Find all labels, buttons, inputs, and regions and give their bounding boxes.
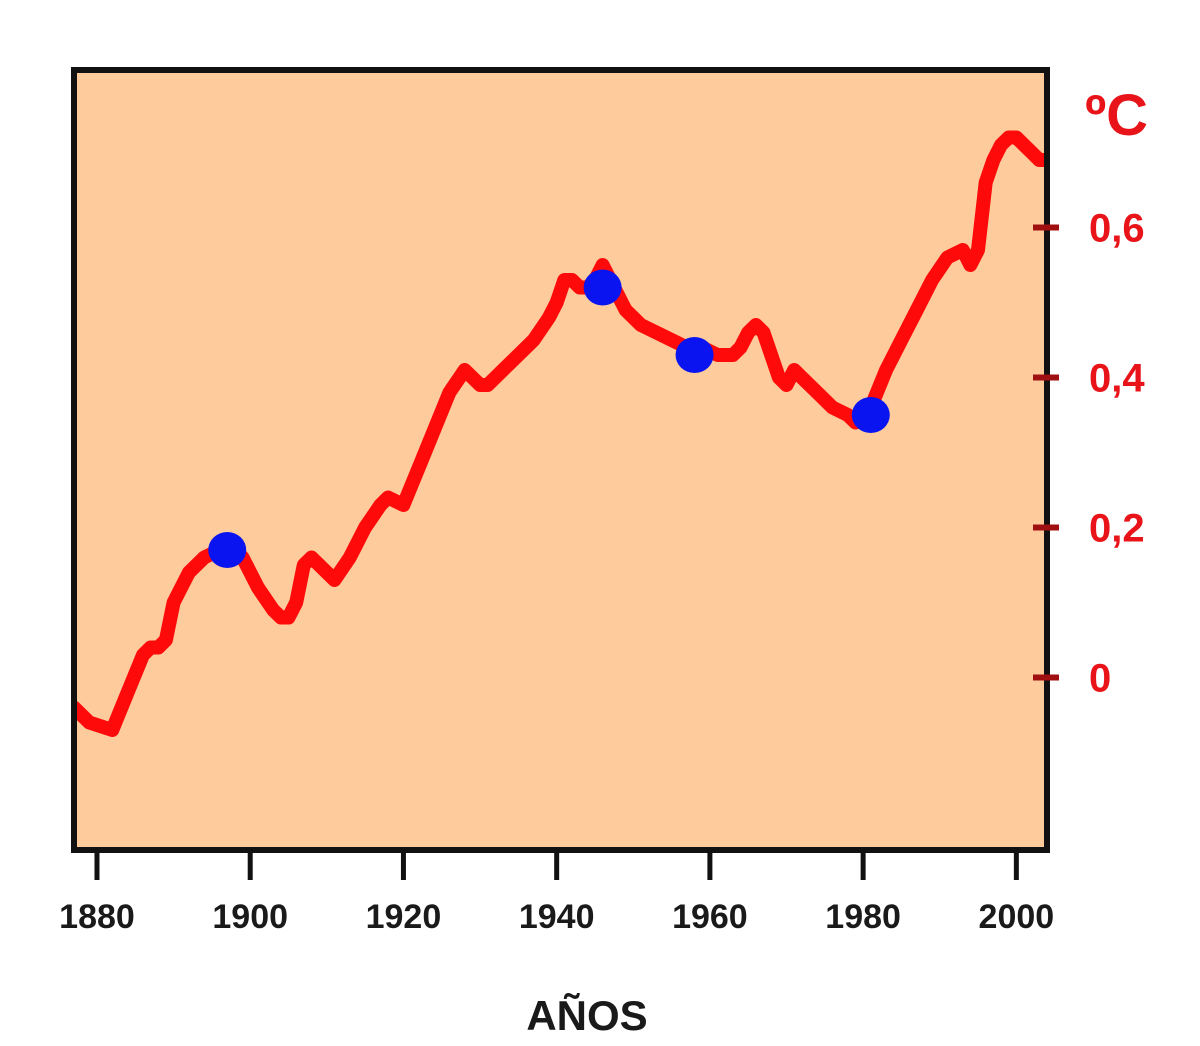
x-tick-label: 1880 <box>59 898 135 936</box>
y-axis-unit-label: ºC <box>1085 83 1148 148</box>
y-tick-label: 0,6 <box>1089 207 1145 251</box>
x-tick-label: 1920 <box>366 898 442 936</box>
y-tick-label: 0,4 <box>1089 357 1145 401</box>
x-tick-label: 1940 <box>519 898 595 936</box>
x-axis: 1880 1900 1920 1940 1960 1980 2000 <box>59 850 1054 936</box>
highlight-point <box>208 532 247 568</box>
x-tick-label: 2000 <box>979 898 1055 936</box>
x-tick-label: 1960 <box>672 898 748 936</box>
plot-area <box>74 70 1047 850</box>
y-tick-label: 0 <box>1089 657 1111 701</box>
plot-frame <box>71 67 1050 853</box>
x-tick-label: 1900 <box>212 898 288 936</box>
x-tick-label: 1980 <box>825 898 901 936</box>
marker-layer <box>208 269 890 568</box>
y-tick-label: 0,2 <box>1089 507 1145 551</box>
y-axis: 0 0,2 0,4 0,6 <box>1033 207 1145 701</box>
x-axis-title: AÑOS <box>526 992 647 1039</box>
highlight-point <box>675 337 714 373</box>
highlight-point <box>583 269 622 306</box>
highlight-point <box>851 397 890 433</box>
